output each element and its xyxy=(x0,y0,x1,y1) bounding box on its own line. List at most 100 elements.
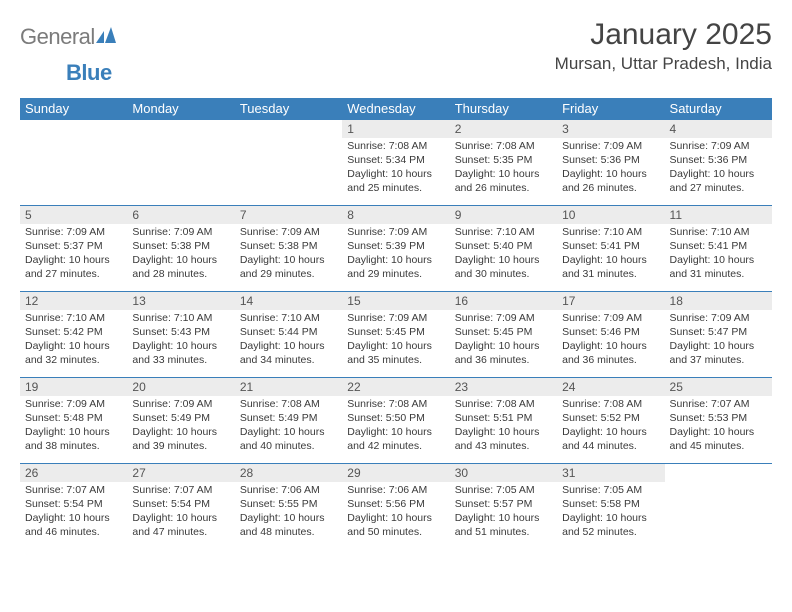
day-content: Sunrise: 7:09 AMSunset: 5:39 PMDaylight:… xyxy=(342,224,449,284)
day-cell: 6Sunrise: 7:09 AMSunset: 5:38 PMDaylight… xyxy=(127,206,234,291)
day-line: Sunrise: 7:05 AM xyxy=(562,484,659,498)
day-content: Sunrise: 7:08 AMSunset: 5:50 PMDaylight:… xyxy=(342,396,449,456)
day-content: Sunrise: 7:09 AMSunset: 5:38 PMDaylight:… xyxy=(235,224,342,284)
day-cell: 24Sunrise: 7:08 AMSunset: 5:52 PMDayligh… xyxy=(557,378,664,463)
day-line: Sunrise: 7:10 AM xyxy=(25,312,122,326)
day-cell xyxy=(665,464,772,550)
day-line: Daylight: 10 hours xyxy=(347,512,444,526)
day-number: 25 xyxy=(665,378,772,396)
day-line: and 42 minutes. xyxy=(347,440,444,454)
day-cell: 13Sunrise: 7:10 AMSunset: 5:43 PMDayligh… xyxy=(127,292,234,377)
logo-text-2: Blue xyxy=(66,60,112,85)
day-line: and 40 minutes. xyxy=(240,440,337,454)
logo: General xyxy=(20,24,116,50)
day-line: and 50 minutes. xyxy=(347,526,444,540)
day-number: 10 xyxy=(557,206,664,224)
day-line: and 36 minutes. xyxy=(562,354,659,368)
day-line: Sunrise: 7:09 AM xyxy=(25,226,122,240)
day-number: 24 xyxy=(557,378,664,396)
day-cell: 21Sunrise: 7:08 AMSunset: 5:49 PMDayligh… xyxy=(235,378,342,463)
day-number: 29 xyxy=(342,464,449,482)
day-content: Sunrise: 7:08 AMSunset: 5:35 PMDaylight:… xyxy=(450,138,557,198)
day-line: Sunrise: 7:10 AM xyxy=(562,226,659,240)
day-number: 16 xyxy=(450,292,557,310)
day-number: 28 xyxy=(235,464,342,482)
day-number: 30 xyxy=(450,464,557,482)
day-line: Sunset: 5:40 PM xyxy=(455,240,552,254)
day-line: Daylight: 10 hours xyxy=(25,512,122,526)
day-line: and 26 minutes. xyxy=(562,182,659,196)
day-number: 21 xyxy=(235,378,342,396)
day-line: and 35 minutes. xyxy=(347,354,444,368)
day-cell: 8Sunrise: 7:09 AMSunset: 5:39 PMDaylight… xyxy=(342,206,449,291)
day-content: Sunrise: 7:09 AMSunset: 5:45 PMDaylight:… xyxy=(342,310,449,370)
day-content: Sunrise: 7:06 AMSunset: 5:56 PMDaylight:… xyxy=(342,482,449,542)
day-cell: 2Sunrise: 7:08 AMSunset: 5:35 PMDaylight… xyxy=(450,120,557,205)
title-block: January 2025 Mursan, Uttar Pradesh, Indi… xyxy=(555,18,772,74)
day-line: Daylight: 10 hours xyxy=(240,512,337,526)
day-line: Sunset: 5:48 PM xyxy=(25,412,122,426)
day-line: and 37 minutes. xyxy=(670,354,767,368)
day-line: Sunset: 5:46 PM xyxy=(562,326,659,340)
day-number xyxy=(127,120,234,138)
day-content: Sunrise: 7:10 AMSunset: 5:40 PMDaylight:… xyxy=(450,224,557,284)
day-content: Sunrise: 7:10 AMSunset: 5:41 PMDaylight:… xyxy=(557,224,664,284)
day-number: 2 xyxy=(450,120,557,138)
week-row: 5Sunrise: 7:09 AMSunset: 5:37 PMDaylight… xyxy=(20,206,772,292)
day-line: Daylight: 10 hours xyxy=(562,340,659,354)
day-content: Sunrise: 7:09 AMSunset: 5:37 PMDaylight:… xyxy=(20,224,127,284)
day-line: and 33 minutes. xyxy=(132,354,229,368)
month-title: January 2025 xyxy=(555,18,772,52)
day-line: Sunrise: 7:06 AM xyxy=(240,484,337,498)
day-cell: 20Sunrise: 7:09 AMSunset: 5:49 PMDayligh… xyxy=(127,378,234,463)
day-cell: 29Sunrise: 7:06 AMSunset: 5:56 PMDayligh… xyxy=(342,464,449,550)
day-number: 22 xyxy=(342,378,449,396)
day-content: Sunrise: 7:05 AMSunset: 5:58 PMDaylight:… xyxy=(557,482,664,542)
day-content: Sunrise: 7:05 AMSunset: 5:57 PMDaylight:… xyxy=(450,482,557,542)
day-number: 19 xyxy=(20,378,127,396)
day-line: Daylight: 10 hours xyxy=(132,426,229,440)
day-line: Sunrise: 7:08 AM xyxy=(455,140,552,154)
day-content: Sunrise: 7:10 AMSunset: 5:44 PMDaylight:… xyxy=(235,310,342,370)
day-content xyxy=(665,482,772,487)
day-header-row: SundayMondayTuesdayWednesdayThursdayFrid… xyxy=(20,98,772,120)
day-line: Daylight: 10 hours xyxy=(347,426,444,440)
day-line: Sunrise: 7:10 AM xyxy=(670,226,767,240)
day-line: Daylight: 10 hours xyxy=(670,168,767,182)
location: Mursan, Uttar Pradesh, India xyxy=(555,54,772,74)
day-number: 8 xyxy=(342,206,449,224)
day-content: Sunrise: 7:07 AMSunset: 5:54 PMDaylight:… xyxy=(20,482,127,542)
day-line: Sunrise: 7:09 AM xyxy=(25,398,122,412)
day-line: and 30 minutes. xyxy=(455,268,552,282)
day-line: and 48 minutes. xyxy=(240,526,337,540)
day-content: Sunrise: 7:10 AMSunset: 5:42 PMDaylight:… xyxy=(20,310,127,370)
day-line: Sunrise: 7:07 AM xyxy=(132,484,229,498)
day-content: Sunrise: 7:09 AMSunset: 5:49 PMDaylight:… xyxy=(127,396,234,456)
day-line: and 47 minutes. xyxy=(132,526,229,540)
day-cell: 15Sunrise: 7:09 AMSunset: 5:45 PMDayligh… xyxy=(342,292,449,377)
day-line: and 38 minutes. xyxy=(25,440,122,454)
day-line: Daylight: 10 hours xyxy=(347,168,444,182)
day-number: 14 xyxy=(235,292,342,310)
day-line: Daylight: 10 hours xyxy=(25,426,122,440)
day-number: 7 xyxy=(235,206,342,224)
day-line: Sunset: 5:42 PM xyxy=(25,326,122,340)
day-line: Daylight: 10 hours xyxy=(670,340,767,354)
day-line: Daylight: 10 hours xyxy=(455,426,552,440)
day-line: Daylight: 10 hours xyxy=(132,340,229,354)
day-line: Sunrise: 7:09 AM xyxy=(240,226,337,240)
day-line: Sunset: 5:41 PM xyxy=(670,240,767,254)
day-line: and 45 minutes. xyxy=(670,440,767,454)
logo-mark-icon xyxy=(96,27,116,48)
day-line: Sunset: 5:51 PM xyxy=(455,412,552,426)
day-line: and 28 minutes. xyxy=(132,268,229,282)
day-cell: 12Sunrise: 7:10 AMSunset: 5:42 PMDayligh… xyxy=(20,292,127,377)
day-line: Daylight: 10 hours xyxy=(25,340,122,354)
day-cell: 25Sunrise: 7:07 AMSunset: 5:53 PMDayligh… xyxy=(665,378,772,463)
day-number: 5 xyxy=(20,206,127,224)
day-line: Sunset: 5:55 PM xyxy=(240,498,337,512)
day-line: Sunset: 5:52 PM xyxy=(562,412,659,426)
day-cell: 9Sunrise: 7:10 AMSunset: 5:40 PMDaylight… xyxy=(450,206,557,291)
day-line: Daylight: 10 hours xyxy=(455,340,552,354)
day-line: and 44 minutes. xyxy=(562,440,659,454)
